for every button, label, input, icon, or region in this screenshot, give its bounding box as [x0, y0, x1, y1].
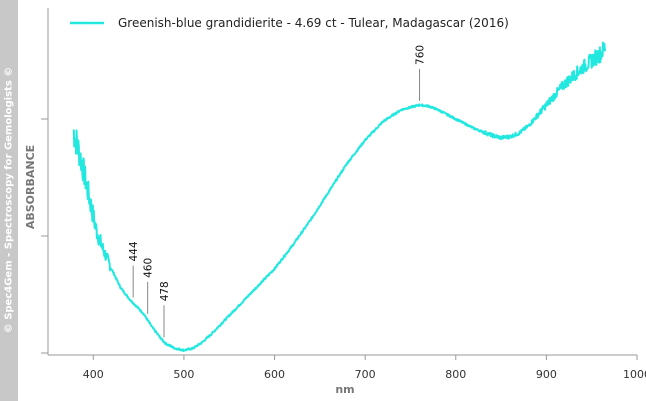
peak-label: 760 — [415, 45, 427, 65]
peak-annotation: 460 — [143, 258, 155, 314]
spectrum-line — [72, 41, 607, 352]
x-tick-label: 400 — [83, 368, 104, 381]
x-tick-label: 900 — [536, 368, 557, 381]
x-tick-label: 800 — [445, 368, 466, 381]
axes — [47, 8, 637, 356]
y-axis-ticks — [41, 118, 48, 354]
peak-annotation: 760 — [415, 45, 427, 101]
x-axis-title: nm — [335, 383, 354, 396]
x-axis-ticks: 400 500 600 700 800 900 1000 — [83, 355, 646, 381]
y-axis-title: ABSORBANCE — [24, 145, 37, 229]
x-tick-label: 500 — [173, 368, 194, 381]
x-tick-label: 600 — [264, 368, 285, 381]
x-tick-label: 1000 — [623, 368, 646, 381]
peak-annotation: 444 — [128, 241, 140, 298]
x-tick-label: 700 — [355, 368, 376, 381]
peak-label: 478 — [159, 281, 171, 301]
legend: Greenish-blue grandidierite - 4.69 ct - … — [70, 16, 509, 30]
side-band: © Spec4Gem - Spectroscopy for Gemologist… — [0, 0, 18, 401]
peak-label: 460 — [143, 258, 155, 278]
legend-label: Greenish-blue grandidierite - 4.69 ct - … — [118, 16, 509, 30]
series-layer — [72, 41, 607, 352]
peak-label: 444 — [128, 241, 140, 261]
peak-annotation: 478 — [159, 281, 171, 338]
